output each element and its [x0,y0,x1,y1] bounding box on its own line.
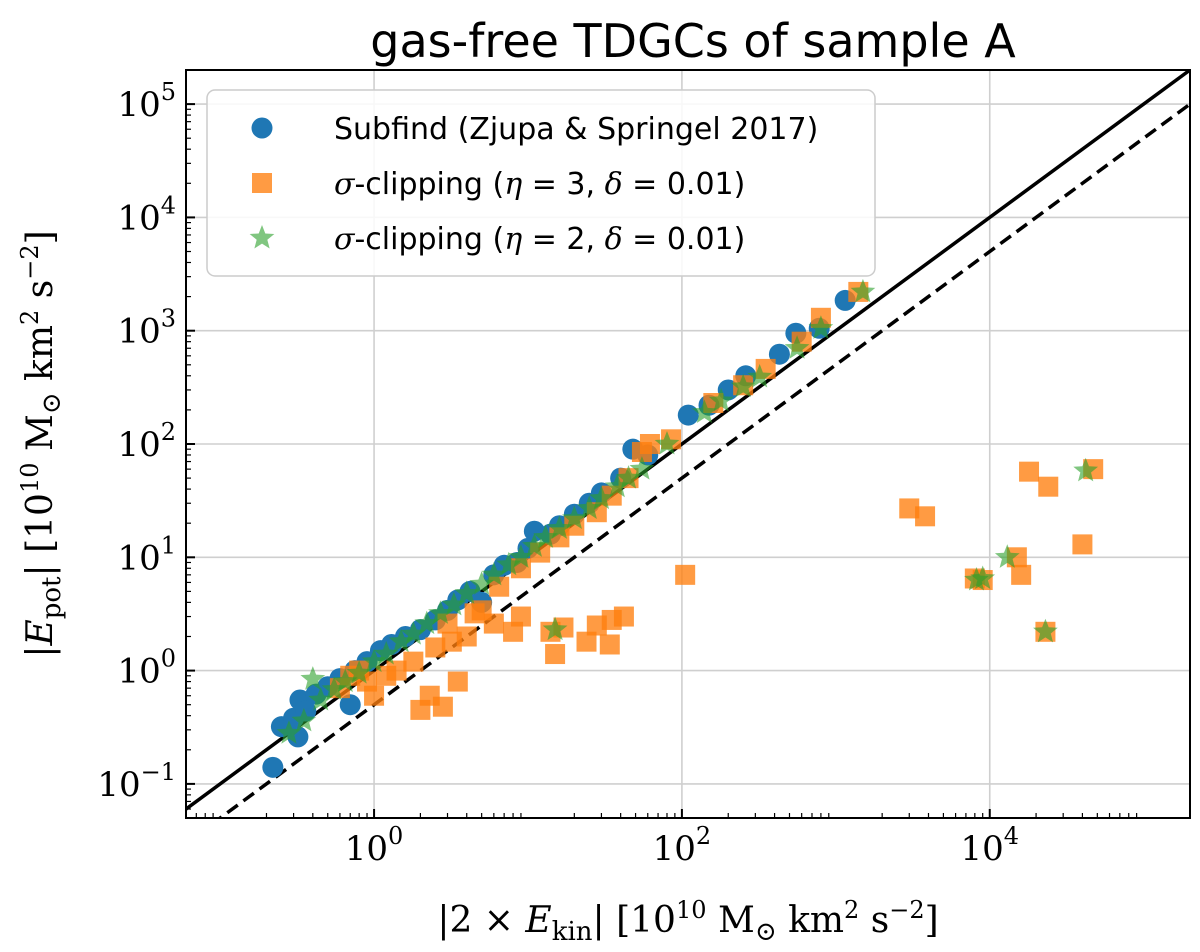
sigma-clipping-eta2-point [469,571,495,595]
sigma-clipping-eta2-point [291,707,317,732]
sigma-clipping-eta2-point [747,364,773,388]
sigma-clipping-eta2-point [994,544,1020,568]
sigma-clipping-eta3-point [456,626,477,647]
sigma-clipping-eta2-point [629,456,655,480]
sigma-clipping-eta2-point [808,315,834,339]
legend-marker-subfind [251,117,273,139]
legend-markers [249,117,275,249]
sigma-clipping-eta2-point [1033,618,1058,643]
series-sigma-clipping-eta2 [276,278,1099,744]
y-tick-label: 10−1 [97,758,176,805]
sigma-clipping-eta2-point [970,565,996,590]
sigma-clipping-eta2-point [428,600,453,624]
sigma-clipping-eta2-point [454,580,480,604]
legend-label-sigma-clipping-eta3: σ-clipping (η = 3, δ = 0.01) [334,167,745,202]
sigma-clipping-eta3-point [510,606,531,627]
sigma-clipping-eta2-point [276,720,302,744]
sigma-clipping-eta3-point [1011,564,1032,585]
y-tick-label: 104 [117,191,176,238]
data-points [262,278,1104,778]
legend-label-sigma-clipping-eta2: σ-clipping (η = 2, δ = 0.01) [334,222,745,257]
legend: Subfind (Zjupa & Springel 2017) σ-clippi… [206,89,876,277]
sigma-clipping-eta2-point [308,687,334,711]
sigma-clipping-eta2-point [547,515,572,539]
reference-line-dashed [217,101,1190,818]
sigma-clipping-eta3-point [1019,461,1040,482]
sigma-clipping-eta2-point [692,399,717,423]
reference-line-solid [186,70,1190,812]
y-tick-label: 105 [117,78,176,125]
sigma-clipping-eta2-point [508,544,534,568]
subfind-point [677,404,699,426]
sigma-clipping-eta3-point [545,644,566,665]
sigma-clipping-eta2-point [388,628,414,653]
sigma-clipping-eta2-point [496,551,522,576]
sigma-clipping-eta3-point [432,696,453,717]
sigma-clipping-eta2-point [300,666,326,690]
y-axis-label: |Epot| [1010 M⊙ km2 s−2] [16,230,67,657]
sigma-clipping-eta2-point [542,616,568,641]
legend-box [206,89,876,277]
sigma-clipping-eta2-point [1073,457,1099,482]
sigma-clipping-eta3-point [364,685,385,706]
sigma-clipping-eta3-point [599,634,620,655]
legend-marker-sigma-clipping-eta3 [252,173,272,193]
sigma-clipping-eta3-point [613,606,634,627]
y-tick-label: 100 [117,645,176,692]
sigma-clipping-eta2-point [441,591,467,616]
sigma-clipping-eta2-point [400,621,426,645]
sigma-clipping-eta2-point [730,373,756,398]
subfind-point [295,700,317,722]
sigma-clipping-eta2-point [616,465,641,489]
x-tick-label: 104 [960,822,1019,869]
sigma-clipping-eta3-point [639,434,660,454]
sigma-clipping-eta2-point [361,648,387,673]
sigma-clipping-eta3-point [915,506,936,527]
sigma-clipping-eta2-point [708,387,734,412]
sigma-clipping-eta2-point [654,431,680,455]
axis-ticks: 100 102 104 10−1 100 101 102 103 104 105 [97,69,1191,869]
sigma-clipping-eta3-point [899,498,920,519]
sigma-clipping-eta2-point [481,561,507,586]
x-tick-label: 100 [345,822,404,869]
sigma-clipping-eta3-point [503,621,524,642]
sigma-clipping-eta2-point [521,533,547,557]
y-tick-label: 101 [117,531,176,578]
legend-label-subfind: Subfind (Zjupa & Springel 2017) [334,112,818,147]
legend-marker-sigma-clipping-eta2 [249,225,275,249]
subfind-point [262,756,284,778]
sigma-clipping-eta2-point [561,505,587,530]
sigma-clipping-eta3-point [386,660,407,681]
sigma-clipping-eta3-point [576,631,597,652]
sigma-clipping-eta2-point [576,495,602,519]
sigma-clipping-eta3-point [403,651,424,672]
sigma-clipping-eta3-point [675,564,696,585]
sigma-clipping-eta2-point [321,676,347,701]
sigma-clipping-eta2-point [604,473,630,498]
sigma-clipping-eta3-point [425,637,446,658]
chart-title: gas-free TDGCs of sample A [370,14,1016,68]
sigma-clipping-eta2-point [373,641,399,665]
sigma-clipping-eta3-point [447,671,468,692]
y-tick-label: 102 [117,418,176,465]
x-axis-label: |2 × Ekin| [1010 M⊙ km2 s−2] [437,896,938,947]
sigma-clipping-eta2-point [850,278,876,303]
y-tick-label: 103 [117,305,176,352]
sigma-clipping-eta3-point [483,613,504,634]
sigma-clipping-eta3-point [464,603,485,624]
subfind-point [339,694,361,716]
sigma-clipping-eta2-point [589,485,614,510]
series-sigma-clipping-eta3 [329,281,1104,720]
sigma-clipping-eta2-point [414,610,440,635]
reference-lines [186,70,1190,818]
x-tick-label: 102 [653,822,712,869]
sigma-clipping-eta2-point [346,660,372,684]
sigma-clipping-eta3-point [489,576,510,597]
sigma-clipping-eta2-point [332,668,358,693]
sigma-clipping-eta3-point [1072,534,1093,555]
sigma-clipping-eta3-point [1038,476,1059,497]
sigma-clipping-eta2-point [784,335,810,359]
sigma-clipping-eta2-point [533,524,558,548]
